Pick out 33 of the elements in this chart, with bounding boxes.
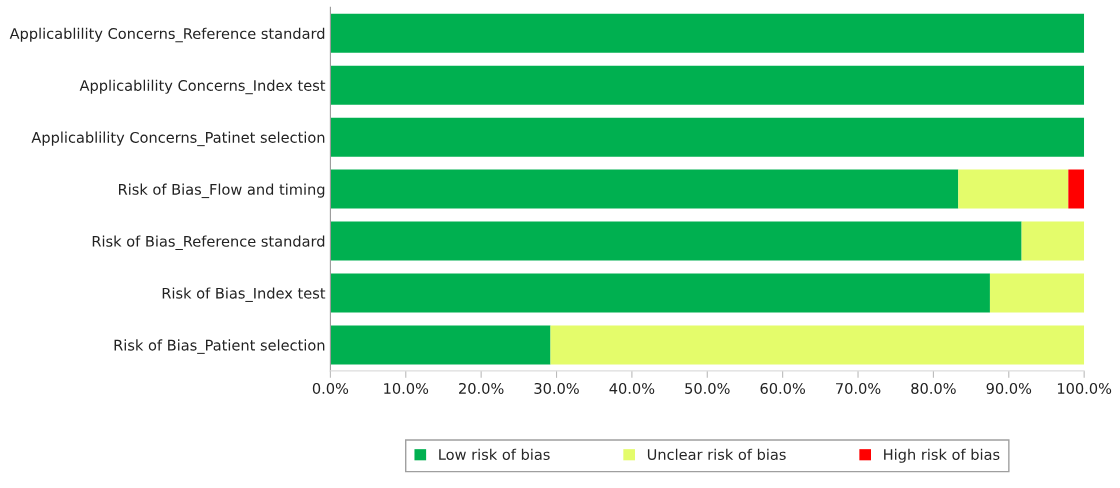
x-tick-label: 80.0% — [911, 382, 956, 394]
y-tick-label: Risk of Bias_Index test — [162, 287, 326, 302]
x-tick-label: 20.0% — [459, 382, 504, 394]
bar — [330, 117, 1085, 157]
y-tick-label: Applicablility Concerns_Reference standard — [9, 27, 325, 43]
bar — [958, 169, 1069, 209]
x-tick-label: 30.0% — [534, 382, 579, 394]
bar — [550, 325, 1085, 365]
y-tick-label: Applicablility Concerns_Index test — [79, 79, 326, 95]
bar — [330, 13, 1085, 53]
bar — [330, 221, 1022, 261]
y-tick-label: Applicablility Concerns_Patinet selection — [31, 131, 325, 147]
bar — [330, 65, 1085, 105]
bar — [1068, 169, 1085, 209]
y-tick-label: Risk of Bias_Reference standard — [92, 235, 325, 251]
y-tick-label: Risk of Bias_Patient selection — [114, 339, 325, 354]
x-tick-label: 40.0% — [609, 382, 655, 394]
x-tick-label: 10.0% — [384, 382, 429, 394]
bar — [989, 273, 1085, 313]
bar — [330, 169, 959, 209]
legend-label: Unclear risk of bias — [647, 448, 786, 461]
bar — [1021, 221, 1085, 261]
x-tick-label: 0.0% — [312, 382, 349, 394]
x-tick-label: 50.0% — [685, 382, 730, 394]
bar — [330, 273, 990, 313]
legend-label: High risk of bias — [884, 448, 1000, 463]
bar — [330, 325, 551, 365]
x-tick-label: 60.0% — [760, 382, 806, 394]
x-tick-label: 70.0% — [836, 382, 881, 394]
x-tick-label: 100.0% — [1057, 382, 1112, 394]
x-tick-label: 90.0% — [986, 382, 1032, 394]
legend-label: Low risk of bias — [439, 448, 550, 461]
y-tick-label: Risk of Bias_Flow and timing — [119, 183, 325, 199]
